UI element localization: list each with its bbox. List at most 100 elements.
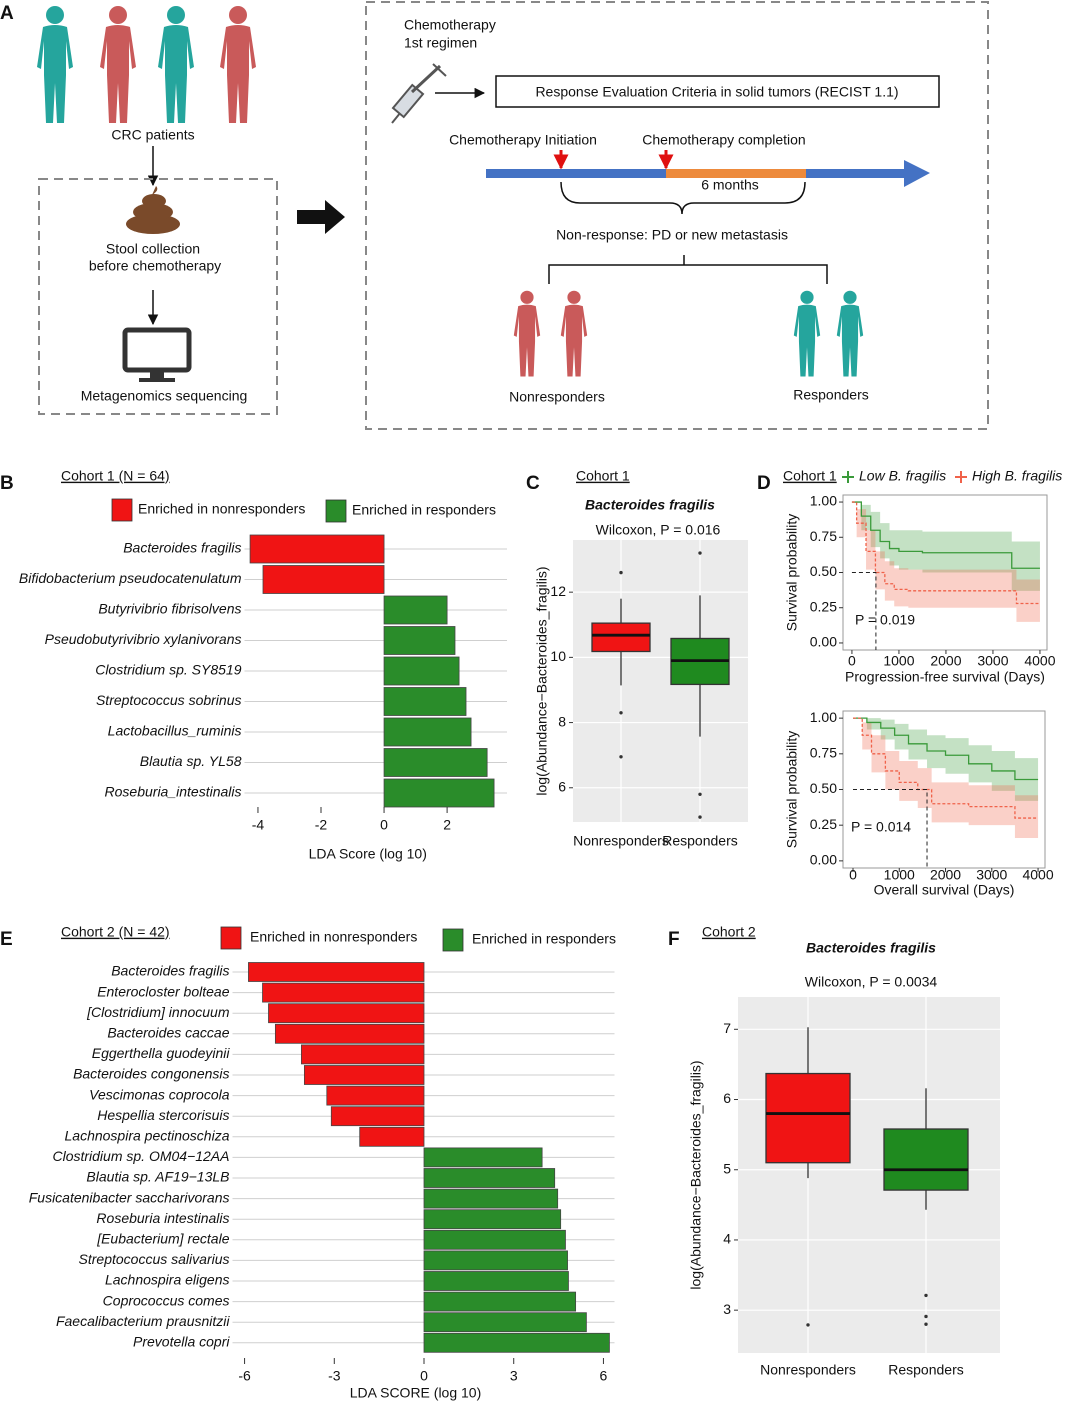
subtitle: Bacteroides fragilis bbox=[585, 497, 715, 513]
bar bbox=[383, 717, 472, 747]
x-axis-label: LDA SCORE (log 10) bbox=[350, 1385, 482, 1401]
subtitle: Bacteroides fragilis bbox=[806, 940, 936, 956]
survival-curve bbox=[852, 717, 1039, 819]
bar bbox=[383, 656, 460, 686]
category-label: Blautia sp. YL58 bbox=[140, 753, 242, 769]
category-label: Bacteroides fragilis bbox=[123, 540, 241, 556]
y-tick-label: 5 bbox=[723, 1160, 731, 1176]
category-label: Bacteroides fragilis bbox=[111, 963, 229, 979]
label: before chemotherapy bbox=[89, 258, 221, 274]
outlier bbox=[619, 570, 623, 575]
bar bbox=[249, 534, 385, 564]
category-label: Pseudobutyrivibrio xylanivorans bbox=[45, 631, 242, 647]
legend-label: Enriched in responders bbox=[472, 931, 616, 947]
category-label: Blautia sp. AF19−13LB bbox=[86, 1169, 229, 1185]
patient-icon bbox=[836, 290, 864, 377]
category-label: Coprococcus comes bbox=[103, 1292, 230, 1308]
y-tick-label: 0.75 bbox=[810, 528, 837, 544]
label: Nonresponders bbox=[509, 389, 605, 405]
annotation: P = 0.019 bbox=[855, 612, 915, 628]
x-tick-label: -2 bbox=[315, 817, 328, 833]
category-label: Eggerthella guodeyinii bbox=[92, 1045, 231, 1061]
category-label: Fusicatenibacter saccharivorans bbox=[29, 1189, 230, 1205]
survival-curve bbox=[852, 717, 1039, 781]
x-tick-label: 0 bbox=[380, 817, 388, 833]
panel-label: B bbox=[0, 473, 14, 494]
bar bbox=[423, 1312, 587, 1333]
median-line bbox=[852, 789, 928, 868]
label: 1st regimen bbox=[404, 35, 477, 51]
x-tick-label: Responders bbox=[662, 833, 738, 849]
bar bbox=[383, 595, 448, 625]
median-line bbox=[851, 572, 877, 650]
y-tick-label: 0.75 bbox=[810, 745, 837, 761]
y-tick-label: 12 bbox=[550, 583, 566, 599]
x-tick-label: Nonresponders bbox=[760, 1362, 856, 1378]
legend-swatch bbox=[220, 926, 242, 950]
bar bbox=[423, 1271, 569, 1291]
label: CRC patients bbox=[111, 127, 194, 143]
label: Responders bbox=[793, 387, 869, 403]
bar bbox=[359, 1126, 425, 1147]
x-tick-label: 3000 bbox=[977, 653, 1008, 669]
x-axis-label: LDA Score (log 10) bbox=[309, 846, 427, 862]
y-tick-label: 0.00 bbox=[810, 852, 837, 868]
annotation: P = 0.014 bbox=[851, 819, 911, 835]
category-label: Lachnospira pectinoschiza bbox=[65, 1128, 230, 1144]
x-tick-label: 2 bbox=[443, 817, 451, 833]
bar bbox=[423, 1209, 562, 1230]
timeline-head bbox=[904, 160, 930, 187]
y-tick-label: 8 bbox=[558, 713, 566, 729]
syringe-icon bbox=[391, 63, 447, 124]
category-label: Bacteroides congonensis bbox=[73, 1066, 229, 1082]
y-axis-label: Survival probability bbox=[784, 731, 800, 849]
legend-label: Low B. fragilis bbox=[859, 468, 946, 484]
x-axis-label: Progression-free survival (Days) bbox=[845, 669, 1045, 685]
patient-icon bbox=[513, 290, 541, 377]
y-tick-label: 0.25 bbox=[810, 598, 837, 614]
x-tick-label: -4 bbox=[252, 817, 265, 833]
legend-label: Enriched in responders bbox=[352, 502, 496, 518]
category-label: Clostridium sp. OM04−12AA bbox=[52, 1148, 229, 1164]
y-tick-label: 0.50 bbox=[810, 780, 837, 796]
label: Chemotherapy completion bbox=[642, 132, 805, 148]
category-label: Streptococcus sobrinus bbox=[96, 692, 242, 708]
x-tick-label: 3 bbox=[510, 1368, 518, 1384]
x-tick-label: 3000 bbox=[976, 867, 1007, 883]
bar bbox=[262, 565, 385, 594]
bar bbox=[423, 1168, 556, 1188]
label: Chemotherapy bbox=[404, 17, 496, 33]
dashed-box bbox=[365, 1, 989, 430]
bar bbox=[423, 1229, 566, 1250]
outlier bbox=[619, 755, 623, 759]
x-tick-label: 1000 bbox=[884, 867, 915, 883]
y-axis-label: log(Abundance−Bacteroides_fragilis) bbox=[688, 1060, 704, 1289]
chart-title: Cohort 1 bbox=[783, 468, 837, 484]
patient-icon bbox=[158, 6, 194, 123]
category-label: Enterocloster bolteae bbox=[97, 983, 230, 999]
bracket bbox=[560, 181, 806, 215]
x-tick-label: Responders bbox=[888, 1362, 964, 1378]
category-label: Clostridium sp. SY8519 bbox=[95, 662, 242, 678]
category-label: Streptococcus salivarius bbox=[79, 1251, 230, 1267]
y-tick-label: 7 bbox=[723, 1020, 731, 1036]
category-label: Roseburia intestinalis bbox=[96, 1210, 229, 1226]
label: Response Evaluation Criteria in solid tu… bbox=[535, 84, 898, 100]
y-tick-label: 6 bbox=[558, 778, 566, 794]
legend-swatch bbox=[442, 928, 464, 952]
bar bbox=[262, 982, 425, 1003]
big-arrow bbox=[297, 200, 345, 234]
bar bbox=[300, 1044, 425, 1065]
bar bbox=[303, 1065, 425, 1085]
bar bbox=[330, 1106, 425, 1127]
bar bbox=[383, 778, 495, 808]
outlier bbox=[698, 551, 702, 555]
legend-swatch bbox=[111, 498, 133, 522]
bar bbox=[423, 1147, 543, 1168]
confidence-band bbox=[852, 718, 1039, 801]
category-label: Butyrivibrio fibrisolvens bbox=[98, 601, 241, 617]
y-tick-label: 10 bbox=[550, 648, 566, 664]
x-tick-label: 4000 bbox=[1024, 653, 1055, 669]
category-label: Roseburia_intestinalis bbox=[105, 784, 242, 800]
